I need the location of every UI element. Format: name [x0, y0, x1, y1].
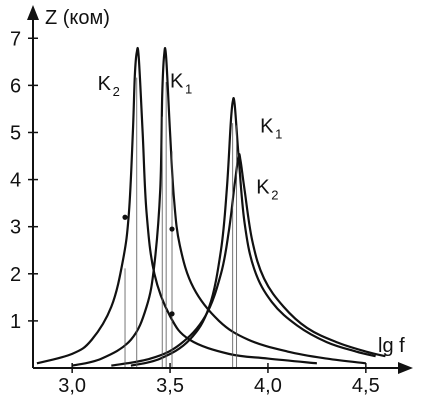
x-tick-label: 3,0 — [58, 375, 86, 397]
y-tick-label: 5 — [10, 122, 21, 144]
series-label-4: K — [256, 177, 270, 199]
series-curve-3 — [130, 97, 376, 367]
series-labels-group: K 2 K 1K 1K 2 — [98, 71, 283, 203]
series-label-subscript-1: 2 — [113, 84, 120, 99]
series-label-2: K — [170, 71, 184, 93]
marker-dot — [122, 214, 128, 220]
y-axis-arrow — [27, 5, 39, 20]
series-label-subscript-4: 2 — [271, 188, 278, 203]
y-tick-label: 4 — [10, 170, 21, 192]
x-tick-label: 4,0 — [254, 375, 282, 397]
curves-group — [36, 46, 386, 367]
x-tick-label: 4,5 — [352, 375, 380, 397]
marker-dots-group — [122, 214, 175, 317]
y-tick-label: 2 — [10, 264, 21, 286]
series-curve-1 — [36, 46, 318, 365]
x-axis-label: lg f — [378, 335, 405, 357]
marker-dot — [169, 226, 175, 232]
marker-lines-group — [124, 77, 238, 368]
y-ticks-group: 1 2 3 4 5 6 7 — [10, 28, 38, 333]
y-tick-label: 3 — [10, 217, 21, 239]
marker-dot — [169, 311, 175, 317]
series-curve-2 — [71, 47, 366, 367]
series-label-3: K — [260, 115, 274, 137]
series-label-1: K — [98, 73, 112, 95]
x-tick-label: 3,5 — [156, 375, 184, 397]
y-tick-label: 1 — [10, 311, 21, 333]
y-axis-label: Z (ком) — [45, 7, 110, 29]
series-label-subscript-2: 1 — [185, 82, 192, 97]
x-axis-arrow — [398, 362, 413, 374]
y-tick-label: 7 — [10, 28, 21, 50]
x-ticks-group: 3,0 3,5 4,0 4,5 — [58, 363, 380, 397]
series-label-subscript-3: 1 — [275, 126, 282, 141]
y-tick-label: 6 — [10, 75, 21, 97]
series-curve-4 — [111, 152, 386, 367]
